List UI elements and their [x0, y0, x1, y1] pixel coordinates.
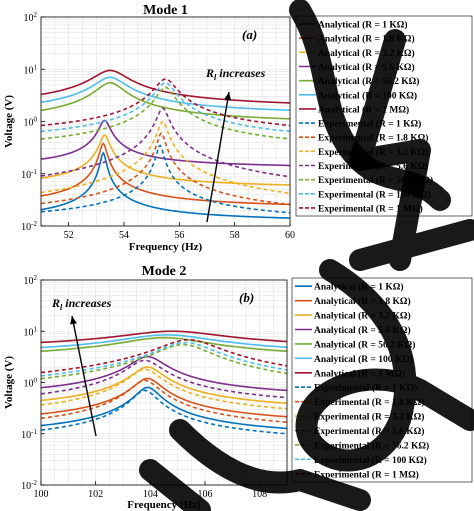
legend-entry-1: Analytical (R = 1.8 KΩ) — [318, 34, 415, 45]
series-line-11 — [40, 86, 291, 140]
y-axis-label: Voltage (V) — [3, 356, 15, 409]
annotation-text: Rl increases — [51, 296, 112, 312]
legend-entry-13: Experimental (R = 1 MΩ) — [314, 469, 419, 480]
y-axis-label: Voltage (V) — [3, 95, 15, 148]
series-group — [40, 69, 291, 219]
y-tick-label: 102 — [24, 274, 38, 287]
x-tick-label: 106 — [198, 489, 213, 500]
x-tick-label: 102 — [88, 489, 103, 500]
y-tick-label: 10-1 — [21, 428, 37, 441]
series-line-12 — [40, 82, 291, 133]
series-line-9 — [40, 368, 288, 410]
legend-entry-4: Analytical (R = 56.2 KΩ) — [314, 339, 415, 350]
series-line-12 — [40, 341, 288, 377]
series-line-6 — [40, 330, 288, 344]
y-tick-label: 100 — [24, 116, 38, 129]
x-tick-label: 104 — [143, 489, 158, 500]
series-group — [40, 330, 288, 435]
series-line-10 — [40, 107, 291, 178]
series-line-13 — [40, 78, 291, 127]
x-axis-label: Frequency (Hz) — [129, 241, 203, 253]
x-tick-label: 56 — [174, 230, 184, 241]
y-tick-label: 10-2 — [21, 220, 37, 233]
panel-label: (b) — [239, 290, 254, 305]
x-tick-label: 52 — [64, 230, 74, 241]
series-line-8 — [40, 379, 288, 424]
legend-entry-3: Analytical (R = 5.6 KΩ) — [314, 325, 411, 336]
series-line-1 — [40, 377, 288, 418]
y-tick-label: 100 — [24, 377, 38, 390]
x-tick-label: 54 — [119, 230, 129, 241]
series-line-7 — [40, 144, 291, 214]
series-line-5 — [40, 334, 288, 349]
annotation-arrow-head — [224, 92, 232, 101]
watermark-scribble — [139, 0, 474, 511]
y-tick-label: 10-1 — [21, 168, 37, 181]
x-tick-label: 108 — [252, 489, 267, 500]
annotation-text: Rl increases — [205, 66, 266, 82]
annotation-arrow — [206, 91, 230, 223]
series-line-4 — [40, 82, 291, 120]
legend-entry-12: Experimental (R = 100 KΩ) — [318, 189, 431, 200]
series-line-10 — [40, 359, 288, 399]
series-line-11 — [40, 343, 288, 380]
series-line-13 — [40, 339, 288, 374]
series-line-4 — [40, 336, 288, 352]
series-line-5 — [40, 76, 291, 112]
series-line-8 — [40, 132, 291, 206]
grid — [40, 17, 291, 227]
legend-entry-0: Analytical (R = 1 KΩ) — [318, 20, 408, 31]
series-line-1 — [40, 142, 291, 206]
series-line-3 — [40, 355, 288, 392]
chart-title: Mode 2 — [142, 264, 187, 279]
y-tick-label: 101 — [24, 325, 38, 338]
legend-entry-2: Analytical (R = 3.2 KΩ) — [314, 311, 411, 322]
series-line-2 — [40, 366, 288, 405]
series-line-9 — [40, 120, 291, 195]
annotation-arrow-head — [70, 316, 77, 325]
y-tick-label: 10-2 — [21, 479, 37, 492]
series-line-0 — [40, 151, 291, 219]
y-tick-label: 102 — [24, 11, 38, 24]
annotation-arrow — [71, 315, 97, 437]
x-tick-label: 60 — [285, 230, 295, 241]
chart-title: Mode 1 — [143, 3, 188, 18]
x-tick-label: 58 — [230, 230, 240, 241]
series-line-6 — [40, 69, 291, 104]
legend-entry-8: Experimental (R = 1.8 KΩ) — [314, 397, 424, 408]
series-line-0 — [40, 386, 288, 430]
legend-entry-5: Analytical (R = 100 KΩ) — [314, 354, 413, 365]
legend-entry-3: Analytical (R = 5.6 KΩ) — [318, 62, 415, 73]
legend-entry-9: Experimental (R = 3.2 KΩ) — [314, 412, 424, 423]
y-tick-label: 101 — [24, 63, 38, 76]
panel-label: (a) — [242, 27, 257, 42]
legend-entry-2: Analytical (R = 3.2 KΩ) — [318, 48, 415, 59]
legend-entry-10: Experimental (R = 5.6 KΩ) — [314, 426, 424, 437]
legend-entry-13: Experimental (R = 1 MΩ) — [318, 203, 423, 214]
series-line-7 — [40, 389, 288, 435]
series-line-2 — [40, 134, 291, 186]
legend-entry-4: Analytical (R = 56.2 KΩ) — [318, 76, 419, 87]
x-tick-label: 100 — [34, 489, 49, 500]
